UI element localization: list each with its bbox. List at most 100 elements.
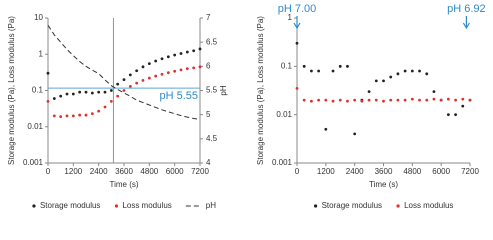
data-point (389, 98, 393, 102)
y-tick-label: 10 (34, 13, 43, 22)
annotation: pH 5.55 (159, 90, 198, 102)
x-tick-label: 7200 (191, 167, 209, 176)
data-point (71, 114, 75, 118)
data-point (446, 97, 450, 101)
data-point (71, 92, 75, 96)
data-point (109, 100, 113, 103)
y-axis-label: Storage modulus (Pa), Loss modulus (Pa) (256, 16, 265, 165)
data-point (128, 73, 132, 77)
data-point (439, 98, 443, 102)
data-point (52, 114, 56, 118)
y-tick-label: 0.01 (276, 110, 292, 119)
data-point (310, 69, 313, 73)
data-point (192, 66, 196, 70)
legend-marker (396, 204, 400, 208)
legend-label: pH (206, 201, 216, 210)
x-tick-label: 0 (295, 167, 300, 176)
annotation-arrowhead (293, 22, 301, 30)
data-point (135, 69, 139, 73)
data-point (461, 97, 465, 101)
data-point (317, 69, 321, 73)
data-point (65, 114, 69, 118)
data-point (353, 132, 357, 136)
y2-tick-label: 4 (206, 158, 211, 167)
data-point (185, 67, 189, 71)
y-tick-label: 1 (39, 49, 44, 58)
data-point (295, 41, 299, 45)
y2-axis-label: pH (219, 85, 228, 95)
data-point (338, 64, 342, 68)
y-tick-label: 0.1 (281, 61, 293, 70)
data-point (310, 99, 313, 103)
data-point (147, 62, 151, 66)
data-point (179, 52, 183, 55)
y-tick-label: 0.001 (23, 158, 44, 167)
y2-tick-label: 6 (206, 61, 211, 70)
data-point (154, 74, 158, 78)
data-line (47, 24, 201, 120)
data-point (374, 98, 378, 102)
y2-tick-label: 5.5 (206, 86, 218, 95)
x-tick-label: 6000 (166, 167, 184, 176)
y-tick-label: 1 (288, 13, 293, 22)
data-point (46, 100, 50, 103)
legend-label: Loss modulus (404, 201, 453, 210)
data-point (353, 98, 357, 102)
data-point (302, 98, 306, 102)
data-point (382, 99, 385, 103)
data-point (198, 65, 202, 69)
data-point (173, 69, 177, 73)
legend-marker (32, 204, 36, 208)
data-point (454, 113, 457, 117)
annotation: pH 7.00 (278, 3, 317, 15)
y2-tick-label: 5 (206, 110, 211, 119)
data-point (90, 91, 94, 95)
x-axis-label: Time (s) (109, 180, 138, 189)
y-tick-label: 0.001 (272, 158, 293, 167)
figure: 0 1200 2400 3600 4800 6000 72000.0010.010.1110… (7, 3, 486, 210)
data-point (166, 71, 170, 75)
x-tick-label: 3600 (375, 167, 393, 176)
data-point (52, 97, 56, 100)
data-point (396, 72, 400, 76)
data-point (116, 94, 120, 98)
y-tick-label: 0.1 (32, 86, 44, 95)
x-tick-label: 6000 (432, 167, 450, 176)
legend-label: Storage modulus (322, 201, 382, 210)
data-point (367, 98, 371, 102)
x-tick-label: 4800 (140, 167, 158, 176)
data-point (141, 65, 145, 69)
data-point (295, 86, 299, 90)
data-point (346, 99, 349, 103)
data-point (338, 98, 342, 102)
data-point (374, 79, 378, 83)
data-point (425, 72, 429, 76)
data-point (410, 97, 414, 101)
data-point (97, 90, 101, 94)
data-point (154, 59, 158, 63)
data-point (403, 98, 407, 102)
data-point (403, 69, 407, 73)
data-point (382, 79, 385, 83)
data-point (78, 113, 82, 117)
data-point (410, 69, 414, 73)
data-point (173, 53, 177, 57)
annotation-arrowhead (462, 22, 470, 30)
data-point (46, 71, 50, 75)
y2-tick-label: 4.5 (206, 134, 218, 143)
data-point (135, 81, 139, 85)
legend-label: Storage modulus (40, 201, 100, 210)
annotation: pH 6.92 (447, 3, 486, 15)
data-point (396, 98, 400, 102)
data-point (90, 112, 94, 116)
data-point (302, 64, 306, 68)
x-tick-label: 2400 (90, 167, 108, 176)
x-tick-label: 0 (46, 167, 51, 176)
data-point (331, 99, 335, 103)
y-axis-label: Storage modulus (Pa), Loss modulus (Pa) (7, 16, 16, 165)
data-point (192, 49, 196, 53)
x-tick-label: 4800 (403, 167, 421, 176)
data-point (418, 69, 421, 73)
x-axis-label: Time (s) (369, 180, 398, 189)
data-point (324, 98, 328, 102)
